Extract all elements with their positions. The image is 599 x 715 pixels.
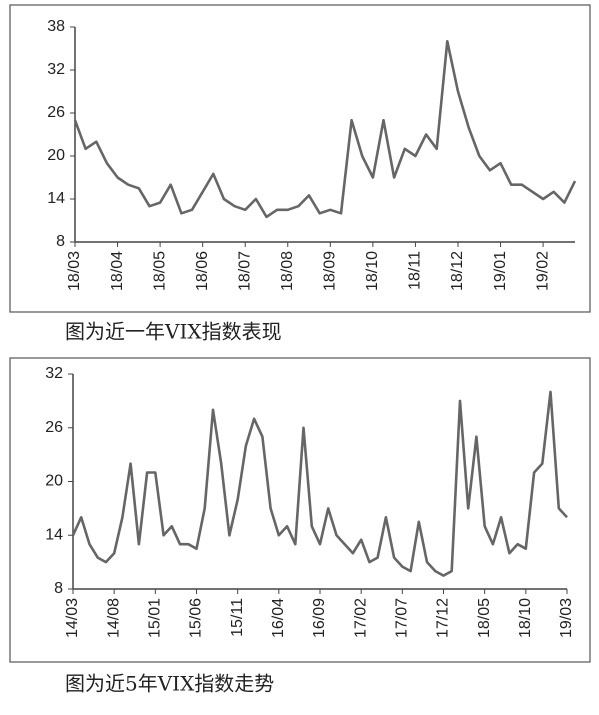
- chart-title: 图为近一年VIX指数表现: [65, 320, 282, 344]
- y-tick-label: 8: [56, 233, 65, 250]
- line: [71, 390, 568, 577]
- x-tick-label: 14/03: [64, 598, 81, 638]
- y-tick-label: 38: [47, 18, 65, 35]
- x-tick-label: 15/11: [229, 598, 246, 637]
- x-tick-label: 18/05: [151, 251, 168, 291]
- x-tick-label: 14/08: [105, 598, 122, 638]
- y-tick-label: 26: [45, 419, 63, 436]
- y-tick-label: 32: [47, 61, 65, 78]
- x-tick-label: 18/03: [66, 251, 83, 291]
- x-tick-label: 19/03: [558, 598, 575, 638]
- y-tick-label: 14: [47, 190, 65, 207]
- x-tick-label: 19/02: [534, 251, 551, 291]
- x-tick-label: 18/04: [109, 251, 126, 291]
- line: [73, 40, 577, 219]
- x-tick-label: 19/01: [492, 251, 509, 291]
- chart-frame: [9, 4, 591, 313]
- x-tick-label: 17/12: [435, 598, 452, 638]
- y-tick-label: 14: [45, 526, 63, 543]
- x-tick-label: 18/11: [407, 251, 424, 290]
- x-tick-label: 18/08: [279, 251, 296, 291]
- x-tick-label: 16/04: [270, 598, 287, 638]
- y-tick-label: 20: [47, 147, 65, 164]
- x-tick-label: 16/09: [311, 598, 328, 638]
- y-tick-label: 8: [54, 580, 63, 597]
- x-tick-label: 18/10: [517, 598, 534, 638]
- x-tick-label: 18/06: [194, 251, 211, 291]
- x-tick-label: 18/10: [364, 251, 381, 291]
- chart-title: 图为近5年VIX指数走势: [65, 672, 274, 696]
- x-tick-label: 18/12: [449, 251, 466, 291]
- y-tick-label: 32: [45, 365, 63, 382]
- x-tick-label: 17/02: [352, 598, 369, 638]
- x-tick-label: 18/05: [476, 598, 493, 638]
- x-tick-label: 18/09: [322, 251, 339, 291]
- y-tick-label: 26: [47, 104, 65, 121]
- x-tick-label: 17/07: [394, 598, 411, 638]
- y-tick-label: 20: [45, 473, 63, 490]
- x-tick-label: 15/01: [147, 598, 164, 638]
- chart-frame: [9, 357, 591, 663]
- x-tick-label: 18/07: [236, 251, 253, 291]
- x-tick-label: 15/06: [188, 598, 205, 638]
